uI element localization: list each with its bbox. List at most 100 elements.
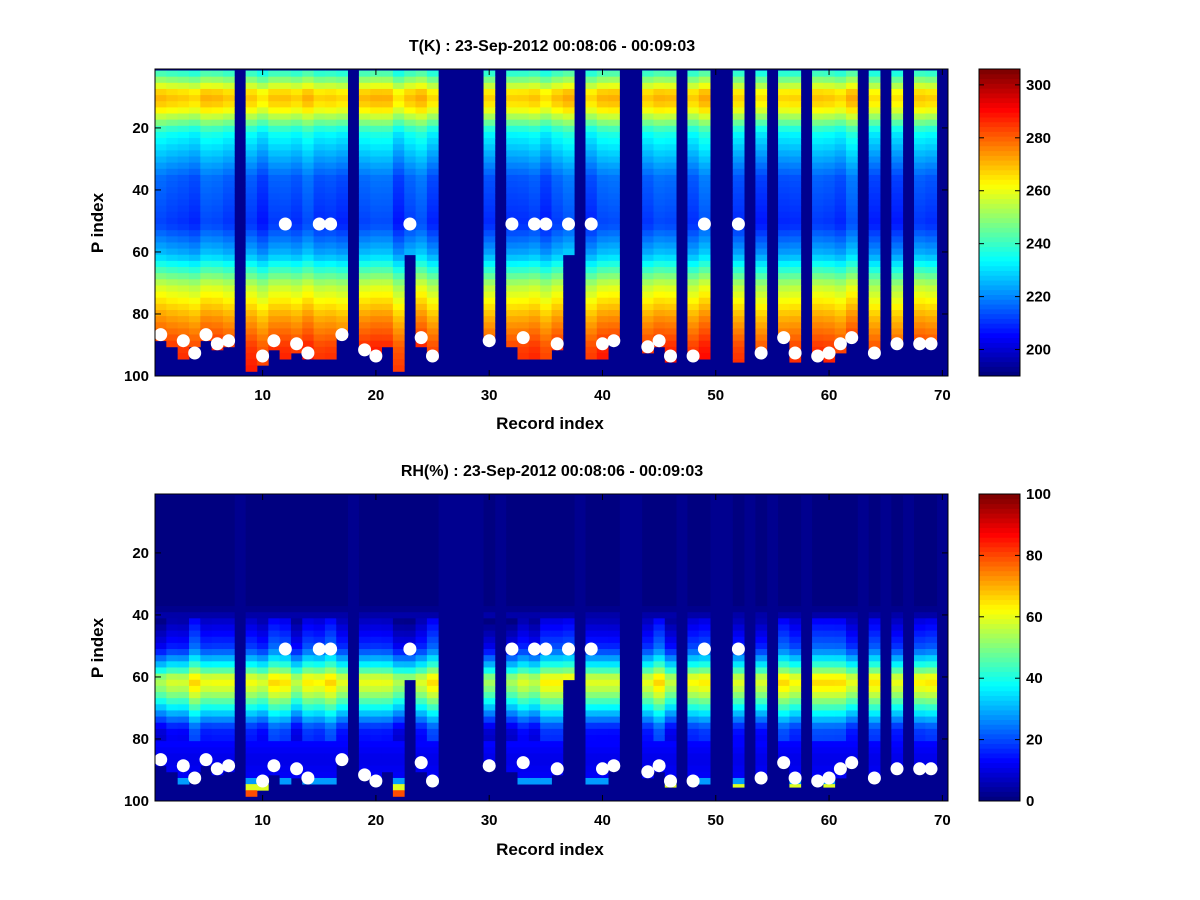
heatmap-cell <box>642 753 654 760</box>
heatmap-cell <box>528 520 541 527</box>
heatmap-cell <box>653 526 666 533</box>
heatmap-cell <box>381 181 394 188</box>
heatmap-cell <box>279 310 292 317</box>
heatmap-cell <box>846 260 858 268</box>
heatmap-cell <box>245 575 258 582</box>
heatmap-cell <box>415 667 428 674</box>
heatmap-cell <box>222 291 235 299</box>
colorbar-swatch <box>979 131 1020 137</box>
heatmap-cell <box>279 698 292 705</box>
heatmap-cell <box>211 741 224 748</box>
heatmap-cell <box>336 575 348 582</box>
heatmap-cell <box>324 741 337 748</box>
heatmap-cell <box>732 704 745 711</box>
heatmap-cell <box>732 328 745 335</box>
heatmap-cell <box>404 655 416 662</box>
heatmap-cell <box>528 759 541 767</box>
heatmap-cell <box>540 168 552 176</box>
colorbar-swatch <box>979 232 1020 238</box>
heatmap-cell <box>925 575 938 582</box>
heatmap-cell <box>506 328 518 335</box>
heatmap-cell <box>585 771 598 779</box>
heatmap-cell <box>155 199 167 207</box>
heatmap-cell <box>914 747 926 754</box>
heatmap-cell <box>313 728 326 736</box>
heatmap-cell <box>166 722 179 730</box>
heatmap-cell <box>868 82 881 90</box>
heatmap-cell <box>846 569 858 576</box>
heatmap-cell <box>608 520 620 527</box>
heatmap-column <box>698 495 711 785</box>
heatmap-cell <box>789 563 802 570</box>
heatmap-cell <box>313 273 326 280</box>
heatmap-cell <box>687 581 700 589</box>
heatmap-cell <box>426 667 439 674</box>
heatmap-cell <box>392 710 405 717</box>
heatmap-cell <box>313 526 326 533</box>
heatmap-cell <box>222 279 235 286</box>
heatmap-cell <box>528 710 541 717</box>
heatmap-cell <box>868 679 881 687</box>
heatmap-column <box>177 70 190 360</box>
heatmap-cell <box>381 101 394 108</box>
heatmap-cell <box>608 211 620 219</box>
heatmap-cell <box>166 193 179 200</box>
heatmap-cell <box>506 520 518 527</box>
heatmap-cell <box>732 236 745 243</box>
heatmap-cell <box>823 692 836 699</box>
heatmap-cell <box>789 211 802 219</box>
heatmap-cell <box>789 649 802 656</box>
heatmap-cell <box>506 563 518 570</box>
heatmap-cell <box>392 753 405 760</box>
heatmap-cell <box>222 199 235 207</box>
heatmap-cell <box>324 285 337 292</box>
heatmap-cell <box>211 513 224 521</box>
colorbar-swatch <box>979 599 1020 605</box>
profile-marker <box>788 771 802 785</box>
heatmap-cell <box>188 655 201 662</box>
heatmap-cell <box>914 679 926 687</box>
heatmap-cell <box>392 593 405 601</box>
heatmap-cell <box>868 563 881 570</box>
heatmap-cell <box>313 735 326 742</box>
heatmap-cell <box>596 741 609 748</box>
heatmap-column <box>268 70 281 351</box>
heatmap-cell <box>551 236 564 243</box>
heatmap-cell <box>653 199 666 207</box>
heatmap-cell <box>755 199 768 207</box>
heatmap-cell <box>687 679 700 687</box>
heatmap-cell <box>528 550 541 558</box>
heatmap-cell <box>551 722 564 730</box>
heatmap-cell <box>324 260 337 268</box>
heatmap-cell <box>166 162 179 170</box>
heatmap-cell <box>268 526 281 533</box>
heatmap-cell <box>392 199 405 207</box>
heatmap-cell <box>290 236 303 243</box>
heatmap-cell <box>891 187 904 194</box>
heatmap-cell <box>540 193 552 200</box>
heatmap-cell <box>823 113 836 121</box>
heatmap-cell <box>279 507 292 515</box>
heatmap-cell <box>778 692 790 699</box>
heatmap-cell <box>313 698 326 705</box>
heatmap-cell <box>381 667 394 674</box>
profile-marker <box>584 217 598 231</box>
heatmap-cell <box>823 181 836 188</box>
heatmap-cell <box>834 710 847 717</box>
heatmap-cell <box>392 187 405 194</box>
heatmap-cell <box>664 606 677 613</box>
heatmap-cell <box>415 181 428 188</box>
heatmap-cell <box>245 698 258 705</box>
heatmap-cell <box>336 316 348 323</box>
heatmap-cell <box>370 82 382 90</box>
heatmap-cell <box>698 322 711 329</box>
heatmap-cell <box>925 747 938 754</box>
heatmap-cell <box>211 661 224 668</box>
heatmap-cell <box>426 765 439 773</box>
profile-marker <box>256 774 270 788</box>
heatmap-cell <box>506 138 518 145</box>
colorbar-tick-label: 80 <box>1026 547 1043 564</box>
heatmap-cell <box>687 661 700 668</box>
heatmap-cell <box>653 303 666 311</box>
heatmap-cell <box>698 618 711 625</box>
